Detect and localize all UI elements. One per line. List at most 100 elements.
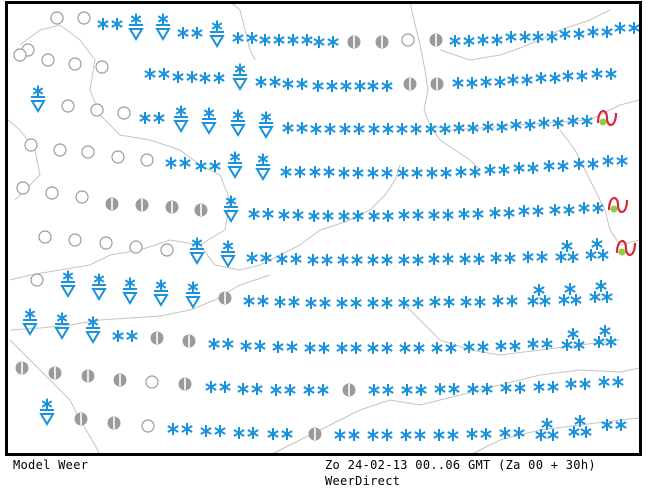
snow-icon	[337, 254, 363, 266]
coastline	[9, 274, 271, 331]
partly-cloudy-icon	[135, 198, 149, 212]
snow-shower-icon	[85, 316, 101, 344]
snow-icon	[340, 80, 366, 92]
snow-icon	[232, 32, 258, 44]
snow-icon	[591, 68, 617, 80]
snow-icon	[449, 35, 475, 47]
snow-icon	[513, 162, 539, 174]
snow-icon	[139, 112, 165, 124]
snow-icon	[458, 208, 484, 220]
heavy-snow-icon	[535, 418, 559, 441]
snow-icon	[310, 123, 336, 135]
coastline	[9, 339, 101, 456]
snow-icon	[237, 383, 263, 395]
snow-icon	[274, 296, 300, 308]
coastline	[199, 164, 401, 271]
partly-cloudy-icon	[105, 197, 119, 211]
freezing-rain-icon	[596, 110, 618, 126]
heavy-snow-icon	[593, 325, 617, 348]
snow-icon	[307, 254, 333, 266]
snow-icon	[303, 384, 329, 396]
snow-icon	[367, 297, 393, 309]
snow-icon	[338, 167, 364, 179]
snow-icon	[276, 253, 302, 265]
snow-icon	[499, 427, 525, 439]
snow-icon	[339, 123, 365, 135]
snow-icon	[505, 31, 531, 43]
snow-icon	[280, 166, 306, 178]
snow-icon	[538, 117, 564, 129]
partly-cloudy-icon	[107, 416, 121, 430]
partly-cloudy-icon	[429, 33, 443, 47]
snow-icon	[477, 34, 503, 46]
partly-cloudy-icon	[194, 203, 208, 217]
snow-icon	[304, 342, 330, 354]
snow-icon	[614, 22, 640, 34]
snow-icon	[97, 18, 123, 30]
snow-icon	[549, 204, 575, 216]
snow-icon	[527, 338, 553, 350]
snow-icon	[205, 381, 231, 393]
snow-icon	[601, 419, 627, 431]
snow-icon	[308, 210, 334, 222]
snow-icon	[167, 423, 193, 435]
partly-cloudy-icon	[308, 427, 322, 441]
clear-sky-icon	[141, 419, 155, 433]
heavy-snow-icon	[558, 283, 582, 306]
partly-cloudy-icon	[74, 412, 88, 426]
snow-shower-icon	[30, 85, 46, 113]
snow-icon	[267, 428, 293, 440]
partly-cloudy-icon	[15, 361, 29, 375]
snow-icon	[336, 342, 362, 354]
clear-sky-icon	[95, 60, 109, 74]
partly-cloudy-icon	[113, 373, 127, 387]
snow-icon	[401, 384, 427, 396]
snow-shower-icon	[60, 270, 76, 298]
coastline	[429, 124, 481, 171]
clear-sky-icon	[13, 48, 27, 62]
snow-icon	[480, 76, 506, 88]
snow-icon	[367, 80, 393, 92]
snow-icon	[272, 341, 298, 353]
clear-sky-icon	[140, 153, 154, 167]
snow-icon	[533, 381, 559, 393]
heavy-snow-icon	[555, 240, 579, 263]
snow-icon	[490, 252, 516, 264]
snow-shower-icon	[258, 111, 274, 139]
snow-icon	[565, 378, 591, 390]
snow-icon	[587, 26, 613, 38]
snow-icon	[305, 297, 331, 309]
snow-shower-icon	[91, 273, 107, 301]
clear-sky-icon	[111, 150, 125, 164]
snow-icon	[598, 376, 624, 388]
coastline	[559, 129, 641, 246]
map-frame	[5, 1, 642, 456]
clear-sky-icon	[38, 230, 52, 244]
snow-icon	[248, 208, 274, 220]
snow-shower-icon	[227, 151, 243, 179]
partly-cloudy-icon	[150, 331, 164, 345]
snow-icon	[522, 251, 548, 263]
snow-shower-icon	[223, 195, 239, 223]
snow-icon	[336, 297, 362, 309]
snow-shower-icon	[39, 398, 55, 426]
snow-icon	[240, 340, 266, 352]
snow-shower-icon	[220, 240, 236, 268]
clear-sky-icon	[75, 190, 89, 204]
snow-icon	[282, 122, 308, 134]
coastline	[399, 299, 621, 356]
snow-icon	[282, 78, 308, 90]
snow-icon	[313, 36, 339, 48]
freezing-rain-icon	[607, 197, 629, 213]
snow-icon	[431, 342, 457, 354]
snow-icon	[367, 342, 393, 354]
snow-icon	[562, 70, 588, 82]
snow-icon	[500, 382, 526, 394]
snow-icon	[535, 72, 561, 84]
snow-icon	[463, 341, 489, 353]
snow-icon	[368, 123, 394, 135]
snow-icon	[482, 121, 508, 133]
snow-shower-icon	[209, 20, 225, 48]
snow-shower-icon	[173, 105, 189, 133]
partly-cloudy-icon	[165, 200, 179, 214]
